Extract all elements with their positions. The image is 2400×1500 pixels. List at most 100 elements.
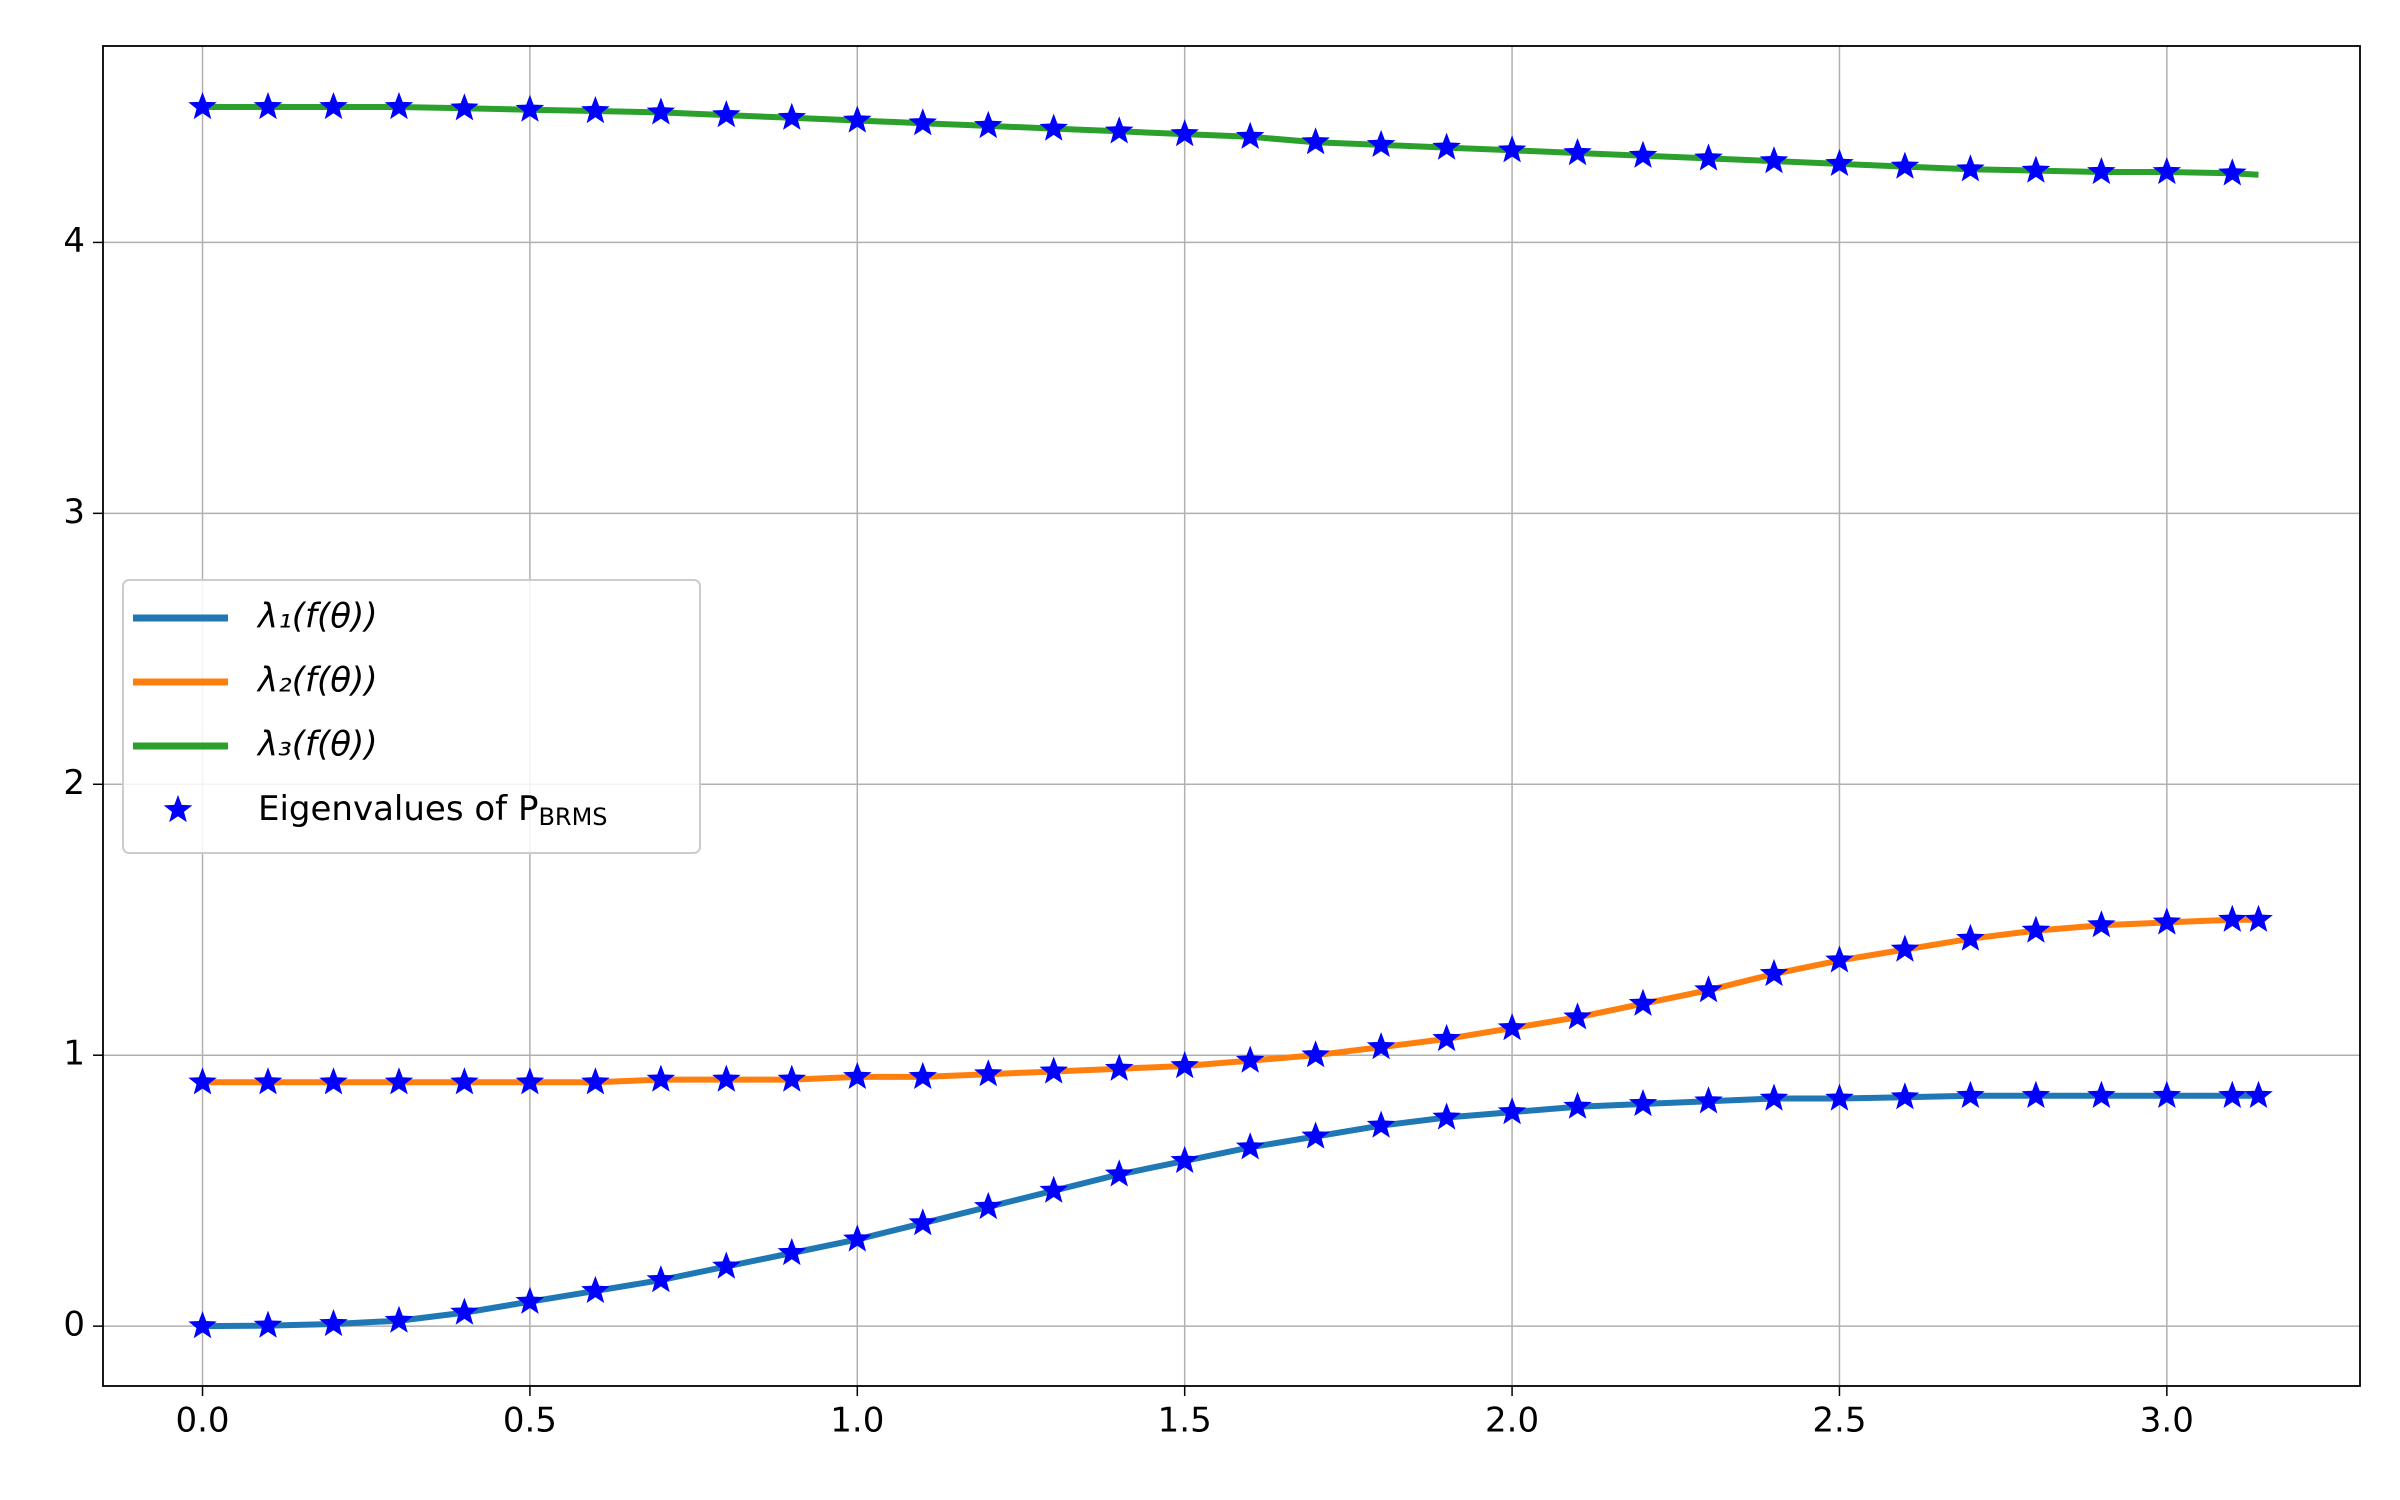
star-marker <box>188 92 217 120</box>
star-marker <box>1628 1089 1658 1117</box>
star-marker <box>1104 1159 1134 1187</box>
star-marker <box>2218 904 2247 932</box>
star-marker <box>581 1275 610 1303</box>
star-marker <box>1170 119 1199 147</box>
star-marker <box>2244 904 2273 932</box>
star-marker <box>1628 988 1658 1016</box>
star-marker <box>1694 143 1723 171</box>
star-marker <box>777 1064 807 1092</box>
x-tick-label: 0.5 <box>503 1401 557 1441</box>
star-marker <box>843 105 872 133</box>
star-marker <box>1235 1132 1265 1160</box>
star-marker <box>384 1067 414 1095</box>
plot-area <box>188 92 2273 1339</box>
star-marker <box>712 1064 741 1092</box>
star-marker <box>319 92 348 120</box>
star-marker <box>777 102 807 130</box>
legend-label-sub: BRMS <box>538 803 607 831</box>
star-marker <box>908 1061 937 1089</box>
star-marker <box>2152 1080 2182 1108</box>
y-tick-label: 1 <box>63 1034 85 1074</box>
star-marker <box>1301 127 1330 155</box>
star-marker <box>908 1208 937 1236</box>
y-tick-label: 3 <box>63 492 85 532</box>
star-marker <box>2244 1080 2273 1108</box>
star-marker <box>1628 140 1658 168</box>
legend-label-main: Eigenvalues of P <box>258 789 538 829</box>
star-marker <box>974 110 1003 139</box>
star-marker <box>712 1251 741 1279</box>
star-marker <box>2021 915 2051 943</box>
star-marker <box>1039 1175 1068 1203</box>
star-marker <box>1759 146 1789 174</box>
star-marker <box>2218 1080 2247 1108</box>
legend-box <box>122 579 701 854</box>
star-marker <box>1563 1091 1592 1119</box>
star-marker <box>712 100 741 128</box>
y-tick-label: 0 <box>63 1305 85 1345</box>
star-marker <box>515 1286 545 1314</box>
star-marker <box>1039 1056 1068 1084</box>
x-tick-label: 2.5 <box>1812 1401 1866 1441</box>
star-marker <box>1759 958 1789 987</box>
star-marker <box>1956 923 1985 951</box>
star-marker <box>1170 1145 1199 1173</box>
star-marker <box>2021 155 2051 183</box>
star-marker <box>1432 1102 1461 1130</box>
star-marker <box>1890 151 1920 179</box>
star-marker <box>2087 1080 2116 1108</box>
x-tick-label: 0.0 <box>175 1401 229 1441</box>
star-marker <box>2087 910 2116 938</box>
star-marker <box>2152 907 2182 935</box>
legend-label: λ₂(f(θ)) <box>256 661 378 701</box>
star-marker <box>581 1067 610 1095</box>
y-tick-label: 4 <box>63 221 85 261</box>
star-marker <box>1956 1080 1985 1108</box>
star-marker <box>1563 1002 1592 1030</box>
star-marker <box>1825 945 1854 973</box>
legend-label: Eigenvalues of PBRMS <box>258 789 608 832</box>
star-marker <box>1890 1082 1920 1110</box>
star-marker <box>1301 1040 1330 1068</box>
x-tick-label: 1.0 <box>830 1401 884 1441</box>
star-marker <box>319 1067 348 1095</box>
y-tick-label: 2 <box>63 763 85 803</box>
star-marker <box>2152 157 2182 185</box>
star-marker <box>1563 138 1592 166</box>
star-marker <box>1366 1110 1396 1138</box>
star-marker <box>1497 1097 1527 1125</box>
star-marker <box>1825 148 1854 176</box>
star-marker <box>1956 154 1985 182</box>
star-marker <box>2021 1080 2051 1108</box>
star-marker <box>2218 158 2247 186</box>
star-marker <box>646 97 676 125</box>
legend-label: λ₃(f(θ)) <box>256 725 378 765</box>
star-marker <box>2087 157 2116 185</box>
star-marker <box>319 1309 348 1337</box>
x-tick-label: 3.0 <box>2140 1401 2194 1441</box>
star-marker <box>1104 1053 1134 1081</box>
star-marker <box>908 108 937 136</box>
star-marker <box>253 1310 283 1338</box>
star-marker <box>384 1305 414 1333</box>
star-marker <box>450 1297 479 1325</box>
star-marker <box>1366 1032 1396 1060</box>
star-marker <box>843 1061 872 1089</box>
star-marker <box>515 1067 545 1095</box>
star-marker <box>646 1265 676 1293</box>
star-marker <box>1104 116 1134 144</box>
x-tick-label: 2.0 <box>1485 1401 1539 1441</box>
star-marker <box>450 1067 479 1095</box>
star-marker <box>1039 113 1068 141</box>
star-marker <box>581 96 610 124</box>
star-marker <box>777 1238 807 1266</box>
axes-frame <box>102 45 2361 1387</box>
legend-marker <box>163 795 193 823</box>
star-marker <box>1235 1045 1265 1073</box>
star-marker <box>1235 121 1265 149</box>
star-marker <box>1825 1083 1854 1111</box>
star-marker <box>1694 975 1723 1003</box>
star-marker <box>188 1311 217 1339</box>
star-marker <box>384 92 414 120</box>
